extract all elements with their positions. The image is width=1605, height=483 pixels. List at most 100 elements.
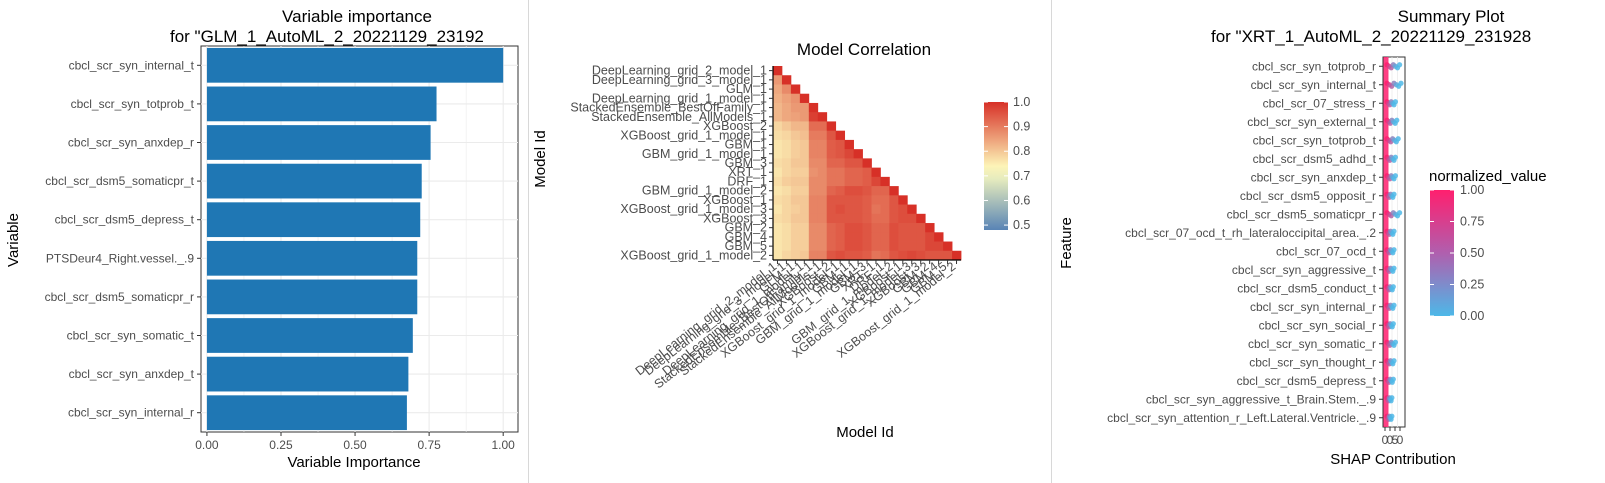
heatmap-cell (880, 213, 890, 224)
heatmap-cell (943, 241, 953, 252)
heatmap-cell (773, 139, 783, 150)
heatmap-cell (934, 232, 944, 242)
y-tick-label: cbcl_scr_dsm5_conduct_t (1237, 281, 1376, 295)
y-tick-label: cbcl_scr_dsm5_somaticpr_r (45, 290, 194, 304)
heatmap-cell (880, 250, 890, 261)
chart-title: Variable importance (282, 7, 432, 26)
heatmap-cell (773, 93, 783, 104)
heatmap-cell (934, 241, 944, 252)
heatmap-cell (773, 213, 783, 224)
heatmap-cell (790, 102, 801, 113)
heatmap-cell (862, 204, 872, 215)
y-tick-label: XGBoost_1 (703, 193, 767, 207)
y-tick-label: cbcl_scr_syn_internal_t (69, 58, 195, 72)
heatmap-cell (781, 250, 792, 261)
heatmap-cell (781, 102, 792, 113)
heatmap-cell (826, 223, 837, 233)
heatmap-cell (808, 112, 819, 122)
heatmap-cell (835, 176, 846, 187)
heatmap-cell (844, 158, 854, 169)
heatmap-cell (862, 213, 872, 224)
shap-point (1397, 210, 1403, 216)
chart-subtitle: for "XRT_1_AutoML_2_20221129_231928 (1211, 27, 1531, 46)
x-tick-label: 1.00 (492, 438, 516, 452)
heatmap-cell (817, 223, 828, 233)
y-tick-label: cbcl_scr_syn_anxdep_t (69, 367, 195, 381)
shap-summary-panel: Summary Plot for "XRT_1_AutoML_2_2022112… (1051, 0, 1605, 483)
shap-point (1391, 191, 1397, 197)
heatmap-cell (808, 241, 819, 252)
y-tick-label: cbcl_scr_syn_thought_r (1249, 355, 1376, 369)
heatmap-cell (844, 167, 854, 178)
y-tick-label: XGBoost_grid_1_model_2 (620, 248, 767, 262)
heatmap-cell (862, 250, 872, 261)
heatmap-cell (871, 195, 881, 205)
colorbar-label: 0.7 (1013, 169, 1030, 183)
colorbar-label: 0.50 (1460, 246, 1484, 260)
heatmap-cell (790, 167, 801, 178)
bar (206, 163, 422, 199)
heatmap-cell (781, 176, 792, 187)
heatmap-cell (781, 223, 792, 233)
y-tick-label: GBM_4 (725, 230, 767, 244)
heatmap-cell (853, 176, 863, 187)
heatmap-cell (773, 241, 783, 252)
heatmap-cell (880, 186, 890, 196)
x-tick-label: 0.25 (269, 438, 293, 452)
y-tick-label: GBM_grid_1_model_2 (642, 184, 767, 198)
heatmap-cell (790, 112, 801, 122)
heatmap-cell (826, 130, 837, 141)
heatmap-cell (773, 158, 783, 169)
heatmap-cell (835, 186, 846, 196)
variable-importance-panel: Variable importance for "GLM_1_AutoML_2_… (0, 0, 528, 483)
bar (206, 125, 431, 160)
heatmap-cell (826, 204, 837, 215)
y-tick-label: DRF_1 (727, 174, 767, 188)
bar (206, 318, 413, 353)
chart-title: Model Correlation (797, 40, 931, 59)
heatmap-cell (889, 213, 899, 224)
heatmap-cell (916, 213, 926, 224)
y-tick-label: cbcl_scr_syn_aggressive_t (1232, 263, 1377, 277)
heatmap-cell (790, 204, 801, 215)
x-tick-label: 0 (1382, 433, 1389, 447)
heatmap-cell (817, 204, 828, 215)
y-tick-label: PTSDeur4_Right.vessel._.9 (46, 251, 194, 265)
y-tick-label: GLM_1 (726, 82, 767, 96)
heatmap-cell (808, 130, 819, 141)
heatmap-cell (799, 213, 810, 224)
heatmap-cell (808, 232, 819, 242)
heatmap-cell (799, 130, 810, 141)
heatmap-cell (773, 149, 783, 159)
y-tick-label: GBM_2 (725, 221, 767, 235)
y-tick-label: DeepLearning_grid_2_model_1 (592, 64, 767, 78)
heatmap-cell (808, 186, 819, 196)
x-tick-label: 5 (1392, 433, 1399, 447)
y-tick-label: GBM_5 (725, 239, 767, 253)
colorbar (984, 102, 1008, 230)
heatmap-cell (871, 167, 881, 178)
heatmap-cell (790, 121, 801, 132)
bar (206, 279, 418, 315)
heatmap-cell (835, 149, 846, 159)
heatmap-cell (773, 232, 783, 242)
heatmap-cell (826, 158, 837, 169)
heatmap-cell (898, 250, 908, 261)
heatmap-cell (799, 176, 810, 187)
heatmap-cell (862, 195, 872, 205)
shap-point (1391, 265, 1397, 271)
heatmap-cell (889, 186, 899, 196)
heatmap-cell (790, 130, 801, 141)
heatmap-cell (871, 213, 881, 224)
heatmap-cell (952, 250, 962, 261)
heatmap-cell (889, 250, 899, 261)
heatmap-cell (853, 213, 863, 224)
colorbar-label: 0.75 (1460, 215, 1484, 229)
heatmap-cell (790, 149, 801, 159)
heatmap-cell (835, 204, 846, 215)
bar (206, 47, 504, 83)
bar (206, 86, 437, 122)
heatmap-cell (826, 149, 837, 159)
heatmap-cell (773, 75, 783, 85)
heatmap-cell (826, 241, 837, 252)
